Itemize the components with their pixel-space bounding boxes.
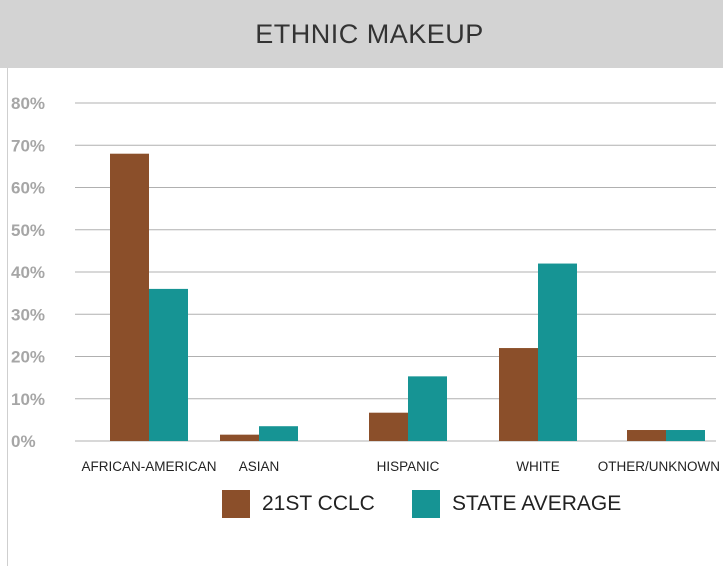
y-axis-ticks: 0% 10% 20% 30% 40% 50% 60% 70% 80% bbox=[11, 94, 45, 451]
y-tick-label: 30% bbox=[11, 305, 45, 324]
y-tick-label: 0% bbox=[11, 432, 36, 451]
legend-label-21st-cclc: 21ST CCLC bbox=[262, 492, 375, 515]
y-tick-label: 50% bbox=[11, 221, 45, 240]
x-category-label: AFRICAN-AMERICAN bbox=[81, 459, 216, 474]
x-axis-categories: AFRICAN-AMERICAN ASIAN HISPANIC WHITE OTHER/… bbox=[81, 459, 720, 474]
legend-item-21st-cclc: 21ST CCLC bbox=[222, 490, 375, 518]
bar-state-average bbox=[408, 376, 447, 441]
bar-21st-cclc bbox=[627, 430, 666, 441]
bar-state-average bbox=[259, 426, 298, 441]
legend-label-state-average: STATE AVERAGE bbox=[452, 492, 622, 515]
x-category-label: HISPANIC bbox=[377, 459, 440, 474]
chart-header: ETHNIC MAKEUP bbox=[0, 0, 723, 68]
chart-title: ETHNIC MAKEUP bbox=[255, 18, 484, 49]
y-tick-label: 20% bbox=[11, 348, 45, 367]
legend-swatch-state-average bbox=[412, 490, 440, 518]
legend: 21ST CCLC STATE AVERAGE bbox=[0, 490, 723, 530]
bar-21st-cclc bbox=[369, 412, 408, 441]
bar-21st-cclc bbox=[110, 153, 149, 441]
bar-21st-cclc bbox=[499, 348, 538, 441]
legend-item-state-average: STATE AVERAGE bbox=[412, 490, 621, 518]
y-tick-label: 80% bbox=[11, 94, 45, 113]
bar-21st-cclc bbox=[220, 434, 259, 441]
bar-state-average bbox=[666, 430, 705, 441]
frame-left-border bbox=[7, 68, 8, 566]
bar-state-average bbox=[538, 263, 577, 441]
y-tick-label: 40% bbox=[11, 263, 45, 282]
bar-state-average bbox=[149, 288, 188, 441]
x-category-label: WHITE bbox=[516, 459, 560, 474]
y-tick-label: 70% bbox=[11, 136, 45, 155]
bars-layer bbox=[110, 153, 705, 441]
x-category-label: OTHER/UNKNOWN bbox=[598, 459, 720, 474]
y-tick-label: 10% bbox=[11, 390, 45, 409]
y-tick-label: 60% bbox=[11, 179, 45, 198]
legend-swatch-21st-cclc bbox=[222, 490, 250, 518]
x-category-label: ASIAN bbox=[239, 459, 280, 474]
